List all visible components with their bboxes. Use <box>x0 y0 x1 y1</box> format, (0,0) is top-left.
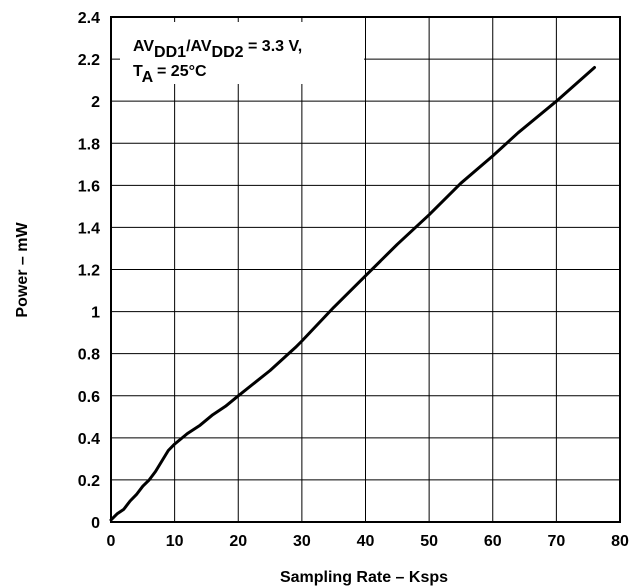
x-tick-label: 30 <box>293 533 311 550</box>
grid <box>110 16 621 523</box>
annotation-box <box>120 22 364 84</box>
y-tick-label: 1.4 <box>78 220 100 237</box>
y-tick-label: 0.4 <box>78 431 100 448</box>
annotation-voltage: = 3.3 V, <box>244 38 303 55</box>
y-tick-label: 0.2 <box>78 473 100 490</box>
x-tick-label: 40 <box>357 533 375 550</box>
x-tick-label: 70 <box>547 533 565 550</box>
annotation-dd1-sub: DD1 <box>154 44 186 61</box>
x-tick-label: 50 <box>420 533 438 550</box>
series-line <box>109 66 596 522</box>
x-tick-label: 20 <box>229 533 247 550</box>
y-tick-label: 0.8 <box>78 347 100 364</box>
y-tick-labels: 0 0.2 0.4 0.6 0.8 1 1.2 1.4 1.6 1.8 2 2.2 2.4 <box>78 10 100 532</box>
annotation-a-sub: A <box>142 69 154 86</box>
annotation-t: T <box>133 63 143 80</box>
x-tick-label: 80 <box>611 533 629 550</box>
y-tick-label: 2.2 <box>78 52 100 69</box>
annotation-temp: = 25°C <box>153 63 207 80</box>
x-tick-labels: 0 10 20 30 40 50 60 70 80 <box>107 533 629 550</box>
y-tick-label: 0.6 <box>78 389 100 406</box>
y-tick-label: 2.4 <box>78 10 100 27</box>
annotation-line-1: AVDD1/AVDD2 = 3.3 V, <box>133 38 302 61</box>
x-axis-title: Sampling Rate – Ksps <box>280 569 448 586</box>
annotation-av2: /AV <box>186 38 212 55</box>
y-axis-title: Power – mW <box>14 222 31 318</box>
annotation-dd2-sub: DD2 <box>212 44 244 61</box>
y-tick-label: 1.8 <box>78 136 100 153</box>
y-tick-label: 1 <box>91 305 100 322</box>
x-tick-label: 0 <box>107 533 116 550</box>
plot-frame <box>110 16 621 523</box>
x-tick-label: 10 <box>166 533 184 550</box>
x-tick-label: 60 <box>484 533 502 550</box>
annotation-line-2: TA = 25°C <box>133 63 207 86</box>
y-tick-label: 1.6 <box>78 178 100 195</box>
annotation-av1: AV <box>133 38 154 55</box>
y-tick-label: 0 <box>91 515 100 532</box>
y-tick-label: 2 <box>91 94 100 111</box>
series-layer <box>109 66 596 522</box>
y-tick-label: 1.2 <box>78 263 100 280</box>
